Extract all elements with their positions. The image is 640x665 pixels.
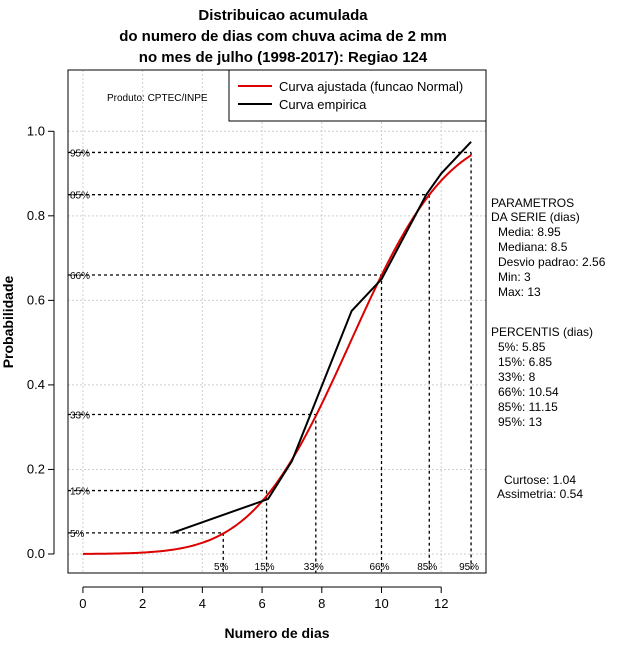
percentis-value: 95%: 13 — [498, 415, 542, 429]
percentile-x-label: 85% — [417, 562, 437, 573]
x-tick-label: 8 — [318, 596, 325, 611]
percentis-value: 5%: 5.85 — [498, 340, 546, 354]
legend-box — [228, 69, 487, 122]
skewness-value: Assimetria: 0.54 — [497, 487, 583, 501]
percentile-y-label: 95% — [70, 148, 90, 159]
source-note: Produto: CPTEC/INPE — [107, 93, 208, 104]
empirical-curve — [172, 141, 472, 534]
parametros-value: Media: 8.95 — [498, 225, 561, 239]
parametros-value: Mediana: 8.5 — [498, 240, 568, 254]
chart-title-line: do numero de dias com chuva acima de 2 m… — [119, 28, 447, 45]
x-tick-label: 0 — [79, 596, 86, 611]
parametros-value: Min: 3 — [498, 270, 531, 284]
y-tick-label: 1.0 — [27, 123, 45, 138]
plot-frame — [67, 69, 487, 574]
chart-title-line: Distribuicao acumulada — [198, 7, 368, 24]
legend-entry: Curva ajustada (funcao Normal) — [279, 79, 463, 94]
y-tick-label: 0.4 — [27, 377, 45, 392]
percentis-value: 33%: 8 — [498, 370, 536, 384]
x-tick-label: 12 — [434, 596, 448, 611]
percentis-value: 66%: 10.54 — [498, 385, 559, 399]
percentile-x-label: 5% — [214, 562, 229, 573]
percentile-x-label: 66% — [369, 562, 389, 573]
percentile-x-label: 15% — [255, 562, 275, 573]
percentile-y-label: 15% — [70, 487, 90, 498]
x-tick-label: 2 — [139, 596, 146, 611]
parametros-heading: DA SERIE (dias) — [491, 210, 580, 224]
x-tick-label: 4 — [199, 596, 206, 611]
x-tick-label: 10 — [374, 596, 388, 611]
percentile-y-label: 85% — [70, 191, 90, 202]
percentile-x-label: 33% — [304, 562, 324, 573]
kurtosis-value: Curtose: 1.04 — [504, 473, 576, 487]
parametros-heading: PARAMETROS — [491, 196, 574, 210]
percentile-y-label: 5% — [70, 529, 85, 540]
x-tick-label: 6 — [258, 596, 265, 611]
legend-entry: Curva empirica — [279, 97, 367, 112]
percentis-heading: PERCENTIS (dias) — [491, 325, 593, 339]
percentis-value: 85%: 11.15 — [498, 400, 558, 414]
fitted-normal-curve — [82, 154, 472, 555]
y-tick-label: 0.6 — [27, 292, 45, 307]
percentile-y-label: 66% — [70, 271, 90, 282]
y-tick-label: 0.8 — [27, 208, 45, 223]
percentis-value: 15%: 6.85 — [498, 355, 552, 369]
percentile-y-label: 33% — [70, 410, 90, 421]
percentile-x-label: 95% — [459, 562, 479, 573]
x-axis-label: Numero de dias — [224, 625, 329, 641]
parametros-value: Max: 13 — [498, 285, 541, 299]
y-axis-label: Probabilidade — [0, 276, 16, 369]
y-tick-label: 0.0 — [27, 546, 45, 561]
parametros-value: Desvio padrao: 2.56 — [498, 255, 606, 269]
chart-title-line: no mes de julho (1998-2017): Regiao 124 — [139, 49, 428, 66]
y-tick-label: 0.2 — [27, 461, 45, 476]
